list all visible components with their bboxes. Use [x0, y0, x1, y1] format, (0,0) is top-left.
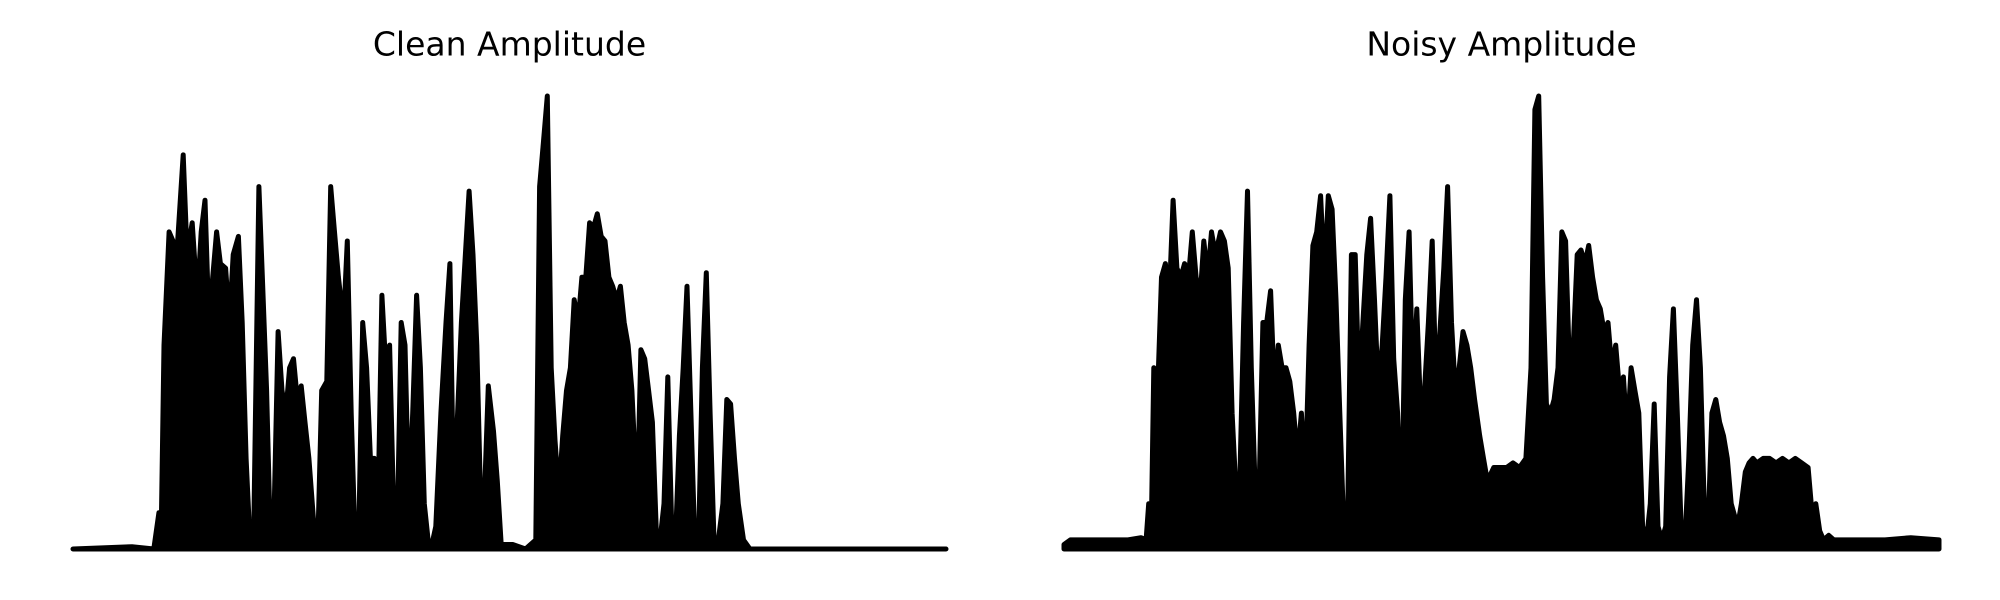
amplitude-area: [70, 93, 949, 552]
chart-title: Noisy Amplitude: [1366, 25, 1636, 64]
amplitude-area: [1061, 93, 1942, 552]
chart-title: Clean Amplitude: [373, 25, 646, 64]
